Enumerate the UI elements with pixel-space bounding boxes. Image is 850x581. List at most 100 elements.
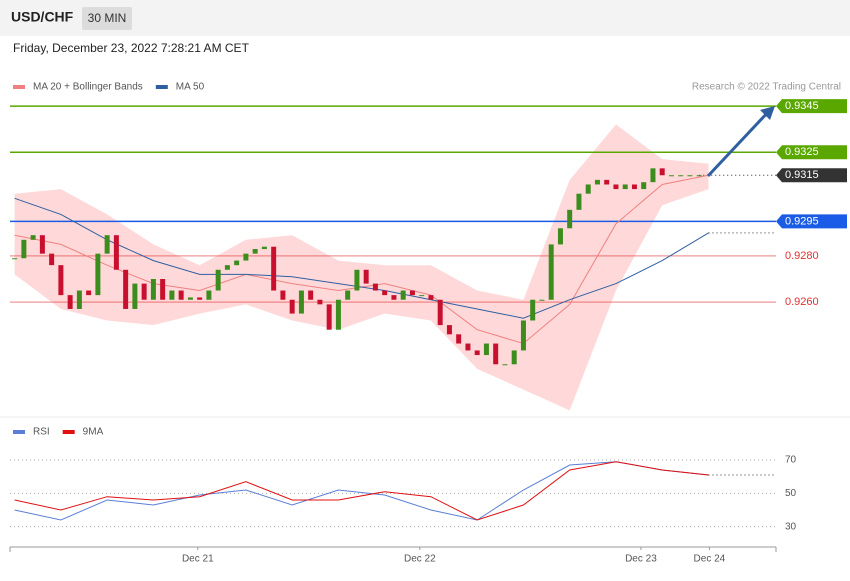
candle	[123, 269, 129, 309]
candle	[160, 278, 166, 300]
candle	[483, 343, 489, 356]
candle	[12, 258, 18, 260]
indicator-line	[14, 461, 709, 521]
candle	[326, 304, 332, 330]
level-label: 0.9260	[785, 296, 819, 308]
level-tag	[776, 168, 847, 183]
candle	[419, 295, 425, 297]
candle	[104, 235, 110, 254]
candle	[197, 297, 203, 300]
legend-swatch	[62, 430, 75, 434]
candle	[252, 249, 258, 254]
candle	[446, 325, 452, 335]
candle	[659, 168, 665, 176]
candle	[409, 290, 415, 296]
level-tag	[776, 99, 847, 114]
legend-label: MA 20 + Bollinger Bands	[33, 82, 143, 93]
candle	[557, 228, 563, 245]
candle	[382, 290, 388, 296]
candle	[243, 253, 249, 261]
candle	[668, 175, 674, 177]
x-tick-label: Dec 24	[694, 554, 726, 565]
candle	[548, 244, 554, 300]
candle	[187, 297, 193, 300]
interval-badge	[82, 7, 132, 30]
candle	[363, 269, 369, 284]
symbol: USD/CHF	[11, 9, 74, 25]
level-tag	[776, 145, 847, 160]
interval: 30 MIN	[88, 11, 127, 25]
candle	[67, 295, 73, 309]
trend-arrow	[706, 108, 772, 178]
candle	[224, 265, 230, 270]
candle	[474, 350, 480, 356]
candle	[585, 184, 591, 194]
legend-swatch	[13, 430, 25, 434]
candle	[687, 175, 693, 177]
candle	[576, 193, 582, 210]
candle	[169, 290, 175, 300]
candle	[502, 364, 508, 366]
candle	[465, 343, 471, 351]
candle	[594, 179, 600, 185]
candle	[678, 175, 684, 177]
candle	[428, 295, 434, 300]
candle	[21, 239, 27, 259]
y-tick-label: 30	[785, 521, 797, 532]
candle	[354, 269, 360, 291]
candle	[372, 283, 378, 291]
header-bar	[0, 0, 850, 36]
candle	[520, 320, 526, 351]
y-tick-label: 70	[785, 455, 797, 466]
candle	[641, 182, 647, 190]
candle	[261, 246, 267, 250]
level-label: 0.9345	[785, 100, 819, 112]
trend-arrow-head	[760, 106, 775, 120]
candle	[567, 209, 573, 229]
candle	[317, 299, 323, 305]
candle	[511, 350, 517, 365]
level-label: 0.9295	[785, 215, 819, 227]
legend-label: RSI	[33, 427, 50, 438]
legend-swatch	[155, 85, 168, 89]
candle	[95, 253, 101, 296]
candle	[280, 290, 286, 300]
indicator-line	[14, 461, 709, 521]
candle	[58, 265, 64, 296]
candle	[271, 246, 277, 291]
timestamp: Friday, December 23, 2022 7:28:21 AM CET	[13, 41, 250, 55]
legend-label: 9MA	[83, 427, 104, 438]
candle	[141, 283, 147, 300]
candle	[206, 290, 212, 300]
ma-line	[14, 197, 709, 319]
level-label: 0.9280	[785, 250, 819, 262]
candle	[113, 235, 119, 270]
candle	[622, 184, 628, 190]
candle	[150, 278, 156, 300]
candle	[76, 290, 82, 309]
candle	[493, 343, 499, 365]
candle	[456, 334, 462, 344]
candle	[234, 260, 240, 266]
candle	[391, 295, 397, 300]
candle	[289, 299, 295, 314]
candle	[298, 290, 304, 314]
bollinger-band	[14, 124, 709, 411]
candle	[530, 299, 536, 321]
candle	[30, 235, 36, 240]
candle	[335, 299, 341, 330]
candle	[613, 184, 619, 190]
candle	[400, 290, 406, 300]
x-tick-label: Dec 22	[404, 554, 436, 565]
x-tick-label: Dec 21	[182, 554, 214, 565]
legend-label: MA 50	[176, 82, 205, 93]
plot-layer: 0.9345 0.9325 0.9315 0.9295 0.9280 0.9260 MA 2…	[10, 82, 847, 565]
legend-swatch	[13, 85, 25, 89]
candle	[308, 290, 314, 300]
candle	[49, 253, 55, 266]
level-label: 0.9325	[785, 146, 819, 158]
candle	[39, 235, 45, 254]
x-tick-label: Dec 23	[625, 554, 657, 565]
candle	[86, 290, 92, 296]
